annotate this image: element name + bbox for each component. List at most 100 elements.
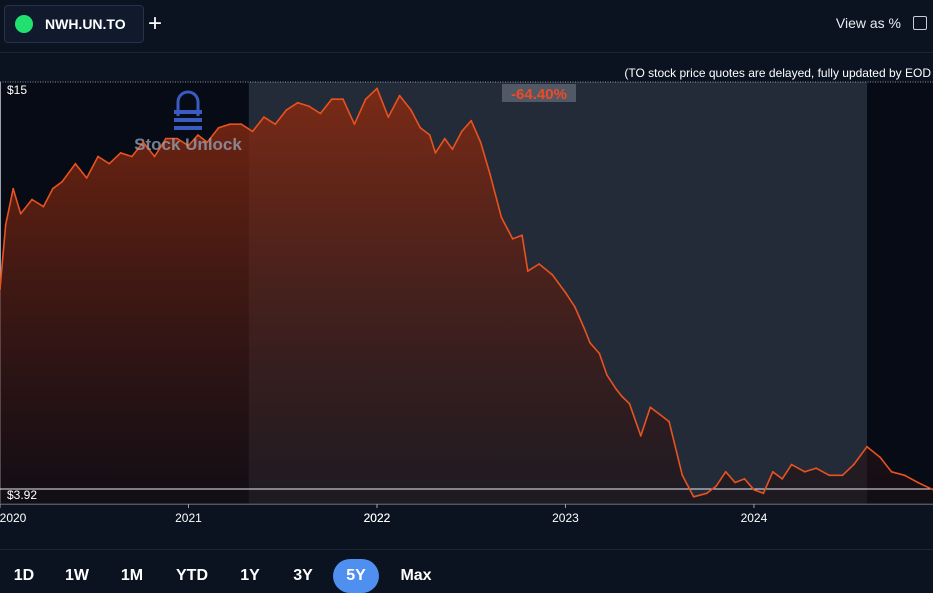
price-point-83 bbox=[852, 463, 855, 466]
price-chart[interactable]: Stock Unlock (TO stock price quotes are … bbox=[0, 54, 933, 534]
price-chart-svg: Stock Unlock (TO stock price quotes are … bbox=[0, 66, 933, 525]
price-point-53 bbox=[551, 273, 554, 276]
x-tick-label-5: 2024 bbox=[741, 511, 768, 525]
range-button-3y[interactable]: 3Y bbox=[293, 567, 313, 584]
price-point-36 bbox=[387, 116, 390, 118]
price-point-56 bbox=[583, 327, 586, 330]
ticker-label: NWH.UN.TO bbox=[45, 16, 126, 32]
range-button-ytd[interactable]: YTD bbox=[176, 567, 208, 584]
price-point-60 bbox=[615, 388, 618, 391]
watermark-text: Stock Unlock bbox=[134, 135, 242, 154]
price-point-52 bbox=[538, 263, 540, 265]
price-point-69 bbox=[705, 492, 708, 495]
change-badge: -64.40% bbox=[511, 86, 567, 103]
price-point-65 bbox=[658, 413, 661, 416]
price-point-35 bbox=[376, 87, 378, 90]
price-point-33 bbox=[353, 123, 356, 126]
price-point-46 bbox=[479, 141, 482, 144]
price-points bbox=[0, 87, 933, 498]
price-point-54 bbox=[564, 291, 567, 294]
price-point-31 bbox=[330, 98, 333, 101]
price-point-57 bbox=[589, 341, 591, 344]
price-point-8 bbox=[74, 162, 77, 165]
price-point-3 bbox=[19, 212, 22, 215]
price-point-16 bbox=[165, 137, 167, 140]
price-point-28 bbox=[296, 101, 299, 104]
range-button-max[interactable]: Max bbox=[400, 567, 432, 584]
price-point-48 bbox=[500, 216, 503, 219]
range-button-1w[interactable]: 1W bbox=[65, 567, 89, 584]
price-point-30 bbox=[319, 112, 322, 115]
price-point-6 bbox=[51, 187, 54, 190]
x-tick-label-4: 2023 bbox=[552, 511, 579, 525]
price-point-9 bbox=[85, 177, 88, 179]
price-point-74 bbox=[753, 488, 755, 491]
price-point-22 bbox=[229, 123, 231, 126]
price-point-14 bbox=[142, 141, 145, 144]
range-button-1d[interactable]: 1D bbox=[13, 567, 35, 584]
price-point-86 bbox=[890, 470, 893, 473]
view-as-percent-label: View as % bbox=[835, 15, 901, 31]
price-point-39 bbox=[419, 126, 422, 129]
price-point-13 bbox=[131, 155, 133, 158]
price-point-51 bbox=[526, 270, 529, 272]
price-point-70 bbox=[715, 485, 718, 487]
price-point-4 bbox=[31, 198, 33, 201]
watermark-logo: Stock Unlock bbox=[134, 90, 242, 154]
x-tick-label-0: 2020 bbox=[0, 511, 27, 525]
price-point-68 bbox=[692, 495, 695, 498]
change-badge-bg bbox=[502, 84, 576, 102]
price-point-27 bbox=[285, 109, 288, 111]
price-point-62 bbox=[628, 402, 631, 405]
price-point-78 bbox=[790, 463, 793, 466]
price-point-1 bbox=[4, 223, 7, 226]
price-point-88 bbox=[917, 481, 919, 484]
price-point-66 bbox=[668, 420, 670, 423]
ticker-status-dot bbox=[15, 15, 33, 33]
price-point-32 bbox=[342, 98, 344, 101]
price-point-55 bbox=[574, 306, 576, 308]
price-point-58 bbox=[598, 352, 601, 355]
price-point-7 bbox=[61, 180, 64, 183]
price-point-23 bbox=[240, 123, 243, 126]
stock-unlock-logo-icon bbox=[174, 90, 202, 130]
price-point-45 bbox=[470, 119, 473, 122]
add-ticker-button[interactable]: + bbox=[148, 10, 163, 37]
price-point-80 bbox=[815, 467, 817, 470]
price-point-50 bbox=[521, 234, 523, 237]
price-point-64 bbox=[649, 406, 652, 409]
price-point-38 bbox=[410, 109, 412, 111]
price-point-20 bbox=[206, 141, 209, 144]
range-button-1y[interactable]: 1Y bbox=[240, 567, 260, 584]
price-point-77 bbox=[781, 478, 784, 480]
price-point-40 bbox=[428, 134, 431, 136]
price-point-75 bbox=[762, 492, 765, 495]
price-point-21 bbox=[217, 126, 220, 129]
price-point-72 bbox=[734, 481, 736, 484]
view-as-percent-toggle[interactable]: View as % bbox=[836, 15, 927, 31]
price-point-18 bbox=[187, 144, 190, 147]
top-bar: NWH.UN.TO + View as % bbox=[0, 0, 933, 53]
price-series-line bbox=[0, 87, 933, 498]
range-button-5y[interactable]: 5Y bbox=[333, 559, 379, 593]
price-point-82 bbox=[841, 474, 844, 477]
x-tick-label-1: 2021 bbox=[175, 511, 202, 525]
price-point-76 bbox=[771, 470, 774, 473]
price-point-84 bbox=[866, 445, 868, 448]
price-point-29 bbox=[308, 105, 310, 108]
price-point-73 bbox=[743, 478, 746, 480]
view-as-percent-checkbox[interactable] bbox=[913, 16, 927, 30]
price-point-34 bbox=[364, 98, 367, 101]
price-point-2 bbox=[12, 187, 15, 190]
price-point-19 bbox=[197, 134, 199, 136]
price-point-25 bbox=[263, 116, 265, 118]
price-point-15 bbox=[153, 155, 156, 158]
ticker-tab[interactable]: NWH.UN.TO bbox=[4, 5, 144, 43]
price-point-87 bbox=[903, 474, 906, 477]
x-tick-label-3: 2022 bbox=[364, 511, 391, 525]
price-point-71 bbox=[724, 470, 727, 473]
price-point-37 bbox=[398, 94, 401, 97]
range-button-1m[interactable]: 1M bbox=[120, 567, 144, 584]
price-point-67 bbox=[681, 474, 684, 477]
